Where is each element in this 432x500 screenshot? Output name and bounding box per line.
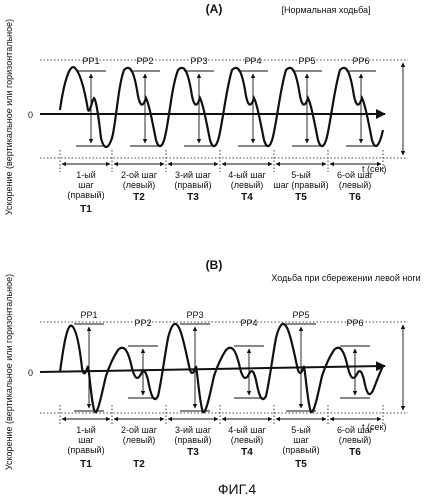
panel-a-step-label: 1-ый xyxy=(76,170,96,180)
panel-b-acceleration-waveform xyxy=(58,322,384,414)
panel-b-step-label: 5-ый xyxy=(291,425,311,435)
panel-b-peak-label: PP5 xyxy=(292,310,309,320)
panel-b-step-label: (левый) xyxy=(231,435,264,445)
panel-a: (A) [Нормальная ходьба] Ускорение (верти… xyxy=(4,2,408,215)
panel-a-step-label: 2-ой шаг xyxy=(121,170,158,180)
panel-a-peak-label: PP3 xyxy=(190,56,207,66)
panel-b-step-label: 2-ой шаг xyxy=(121,425,158,435)
panel-a-peak-label: PP1 xyxy=(82,56,99,66)
panel-b-label: (B) xyxy=(206,258,223,272)
panel-a-period-label: T4 xyxy=(241,192,253,203)
panel-b-peak-label: PP3 xyxy=(186,310,203,320)
panel-a-peak-to-peak-markers xyxy=(76,70,376,147)
panel-b-step-label: шаг xyxy=(293,435,309,445)
panel-b-peak-to-peak-markers xyxy=(74,323,370,412)
panel-b-step-label: (правый) xyxy=(282,445,319,455)
panel-a-period-label: T6 xyxy=(349,192,361,203)
panel-a-peak-label: PP6 xyxy=(352,56,369,66)
panel-b-period-label: T1 xyxy=(80,459,92,470)
panel-a-period-label: T2 xyxy=(133,192,145,203)
panel-b-subtitle: Ходьба при сбережении левой ноги xyxy=(271,273,420,283)
panel-b-step-label: (правый) xyxy=(174,435,211,445)
panel-a-step-label: 5-ый xyxy=(291,170,311,180)
panel-b-period-label: T4 xyxy=(241,447,253,458)
panel-a-step-label: 6-ой шаг xyxy=(337,170,374,180)
panel-b-time-label: t (сек) xyxy=(362,422,386,432)
panel-a-peak-label: PP4 xyxy=(244,56,261,66)
panel-a-step-label: 3-ий шаг xyxy=(175,170,212,180)
panel-a-period-label: T3 xyxy=(187,192,199,203)
panel-b-period-label: T5 xyxy=(295,459,307,470)
panel-a-time-label: t (сек) xyxy=(362,164,386,174)
panel-b-step-label: (правый) xyxy=(67,445,104,455)
panel-b-step-label: 6-ой шаг xyxy=(337,425,374,435)
panel-a-step-label: шаг xyxy=(78,180,94,190)
panel-b-step-label: 1-ый xyxy=(76,425,96,435)
panel-a-subtitle: [Нормальная ходьба] xyxy=(281,5,370,15)
panel-a-step-label: (правый) xyxy=(67,190,104,200)
panel-a-zero-label: 0 xyxy=(28,110,33,120)
panel-b-y-axis-label: Ускорение (вертикальное или горизонтальн… xyxy=(4,274,14,470)
panel-b-period-label: T3 xyxy=(187,447,199,458)
panel-b-step-label: 4-ый шаг xyxy=(228,425,266,435)
panel-a-step-intervals xyxy=(59,150,384,172)
panel-b: (B) Ходьба при сбережении левой ноги Уск… xyxy=(4,258,421,470)
panel-a-step-label: (левый) xyxy=(231,180,264,190)
panel-b-step-intervals xyxy=(59,405,384,426)
panel-a-step-label: 4-ый шаг xyxy=(228,170,266,180)
panel-b-step-label: шаг xyxy=(78,435,94,445)
panel-a-y-axis-label: Ускорение (вертикальное или горизонтальн… xyxy=(4,19,14,215)
panel-b-peak-label: PP6 xyxy=(346,318,363,328)
panel-a-period-label: T5 xyxy=(295,192,307,203)
panel-a-step-label: шаг (правый) xyxy=(273,180,328,190)
panel-b-period-label: T2 xyxy=(133,459,145,470)
panel-a-step-label: (левый) xyxy=(123,180,156,190)
panel-b-step-label: 3-ий шаг xyxy=(175,425,212,435)
panel-b-peak-label: PP2 xyxy=(134,318,151,328)
panel-b-time-axis xyxy=(39,361,386,373)
panel-b-zero-label: 0 xyxy=(28,368,33,378)
panel-a-period-label: T1 xyxy=(80,204,92,215)
panel-a-label: (A) xyxy=(206,2,223,16)
panel-b-peak-label: PP4 xyxy=(240,318,257,328)
figure-caption: ФИГ.4 xyxy=(218,481,256,497)
panel-a-peak-label: PP2 xyxy=(136,56,153,66)
panel-a-peak-label: PP5 xyxy=(298,56,315,66)
panel-a-step-label: (правый) xyxy=(174,180,211,190)
panel-b-period-label: T6 xyxy=(349,447,361,458)
panel-b-step-label: (левый) xyxy=(339,435,372,445)
panel-b-peak-label: PP1 xyxy=(80,310,97,320)
panel-a-step-label: (левый) xyxy=(339,180,372,190)
panel-b-step-label: (левый) xyxy=(123,435,156,445)
panel-a-acceleration-waveform xyxy=(58,66,385,149)
